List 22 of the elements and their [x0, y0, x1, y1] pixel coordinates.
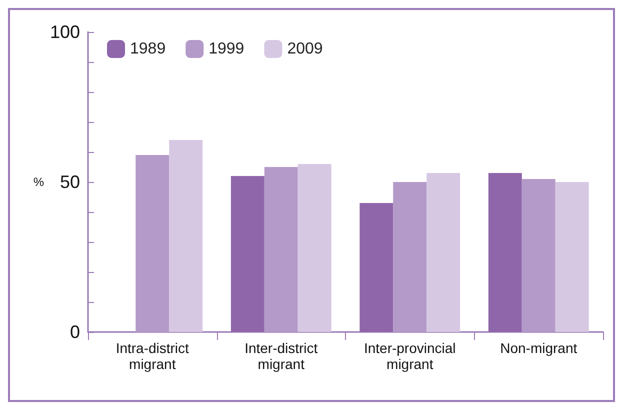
bar — [169, 140, 203, 332]
y-tick-label: 100 — [50, 22, 80, 42]
legend-label: 2009 — [287, 40, 323, 58]
bar — [393, 182, 427, 332]
bar — [264, 167, 298, 332]
y-axis-title: % — [33, 175, 44, 189]
legend-label: 1989 — [130, 40, 166, 58]
bar — [522, 179, 556, 332]
y-tick-label: 0 — [70, 322, 80, 342]
x-tick-label: Intra-district migrant — [116, 340, 190, 372]
bar — [426, 173, 460, 332]
bar — [360, 203, 394, 332]
bar — [136, 155, 170, 332]
y-tick-label: 50 — [60, 172, 80, 192]
legend-label: 1999 — [208, 40, 244, 58]
x-tick-label: Inter-district migrant — [244, 340, 318, 372]
bar — [298, 164, 332, 332]
bar — [230, 176, 264, 332]
x-tick-label: Inter-provincial migrant — [364, 340, 456, 372]
bar — [555, 182, 589, 332]
x-tick-label: Non-migrant — [500, 340, 578, 356]
bar — [488, 173, 522, 332]
